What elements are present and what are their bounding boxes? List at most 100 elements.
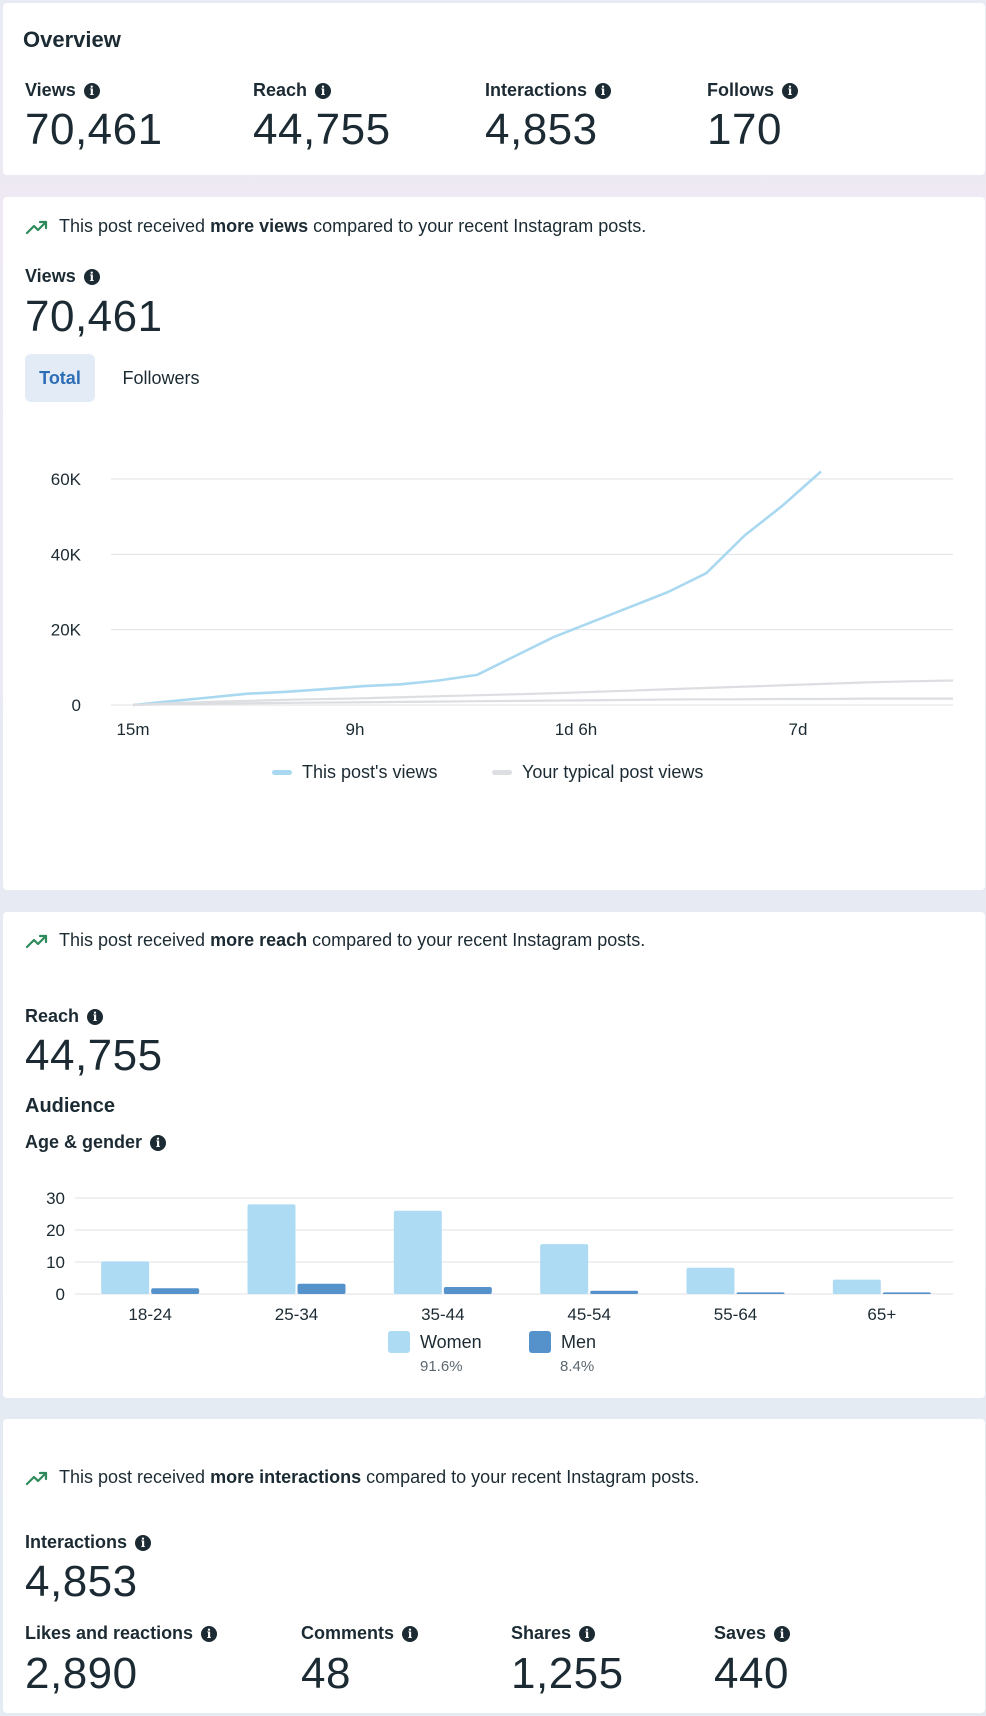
- reach-label-text: Reach: [253, 80, 308, 100]
- trend-text: This post received more reach compared t…: [59, 930, 646, 950]
- legend-swatch: [529, 1331, 551, 1353]
- bar-women: [832, 1279, 881, 1294]
- legend-typical: Your typical post views: [492, 762, 703, 783]
- comments-value: 48: [301, 1649, 351, 1698]
- overview-title: Overview: [23, 27, 121, 52]
- x-tick-label: 18-24: [128, 1305, 171, 1320]
- views-value: 70,461: [25, 292, 163, 341]
- interactions-label-text: Interactions: [485, 80, 588, 100]
- info-icon[interactable]: i: [782, 82, 798, 99]
- y-tick-label: 10: [46, 1253, 65, 1272]
- y-tick-label: 20: [46, 1221, 65, 1240]
- views-label-text: Views: [25, 266, 76, 286]
- overview-follows-value: 170: [707, 105, 782, 154]
- bar-women: [686, 1267, 735, 1294]
- info-icon[interactable]: i: [83, 268, 100, 285]
- bar-women: [101, 1261, 150, 1294]
- comments-label-text: Comments: [301, 1623, 395, 1643]
- bar-men: [297, 1283, 346, 1294]
- audience-title: Audience: [25, 1095, 116, 1117]
- bar-women: [247, 1204, 296, 1294]
- y-tick-label: 0: [72, 696, 81, 715]
- x-tick-label: 35-44: [421, 1305, 464, 1320]
- series-line-typical-lower: [132, 697, 953, 707]
- bar-men: [736, 1292, 785, 1294]
- shares-label-text: Shares: [511, 1623, 572, 1643]
- legend-women-pct: 91.6%: [420, 1358, 463, 1375]
- saves-label-text: Saves: [714, 1623, 767, 1643]
- interactions-value: 4,853: [25, 1557, 138, 1606]
- shares-value: 1,255: [511, 1649, 624, 1698]
- views-line-chart: 0 20K 40K 60K 15m 9h 1d 6h 7d: [51, 470, 954, 739]
- info-icon[interactable]: i: [315, 82, 332, 99]
- saves-label: Saves i: [714, 1623, 791, 1644]
- y-tick-label: 20K: [51, 621, 82, 640]
- overview-card: Overview Views i 70,461 Reach i 44,755 I…: [3, 3, 985, 175]
- shares-label: Shares i: [511, 1623, 596, 1644]
- overview-reach-label: Reach i: [253, 80, 332, 101]
- tab-total[interactable]: Total: [25, 354, 95, 402]
- x-tick-label: 25-34: [275, 1305, 318, 1320]
- views-label: Views i: [25, 266, 100, 287]
- y-tick-label: 30: [46, 1189, 65, 1208]
- views-label-text: Views: [25, 80, 76, 100]
- x-tick-label: 65+: [867, 1305, 896, 1320]
- series-line-typical: [132, 679, 954, 707]
- tab-followers[interactable]: Followers: [122, 367, 200, 388]
- bar-women: [540, 1244, 589, 1294]
- views-card: This post received more views compared t…: [3, 197, 985, 890]
- age-gender-bar-chart: 0 10 20 30 18-24 25-34 35-44 45-54 55-64 65+: [46, 1189, 953, 1320]
- legend-label: This post's views: [302, 762, 438, 782]
- bar-men: [151, 1288, 200, 1294]
- info-icon[interactable]: i: [87, 1008, 104, 1025]
- legend-label: Women: [420, 1331, 482, 1352]
- x-tick-label: 1d 6h: [555, 720, 598, 739]
- legend-swatch: [272, 770, 292, 775]
- interactions-trend-message: This post received more interactions com…: [25, 1467, 699, 1488]
- trending-up-icon: [25, 220, 48, 234]
- y-tick-label: 40K: [51, 545, 82, 564]
- reach-card: This post received more reach compared t…: [3, 912, 985, 1398]
- info-icon[interactable]: i: [579, 1625, 596, 1642]
- info-icon[interactable]: i: [774, 1625, 791, 1642]
- x-tick-label: 15m: [116, 720, 149, 739]
- trending-up-icon: [25, 1471, 48, 1485]
- info-icon[interactable]: i: [83, 82, 100, 99]
- bar-women: [393, 1210, 442, 1294]
- x-tick-label: 7d: [789, 720, 808, 739]
- legend-men: Men: [529, 1331, 596, 1353]
- x-tick-label: 9h: [346, 720, 365, 739]
- info-icon[interactable]: i: [402, 1625, 419, 1642]
- legend-this-post: This post's views: [272, 762, 437, 783]
- info-icon[interactable]: i: [150, 1134, 167, 1151]
- legend-swatch: [388, 1331, 410, 1353]
- reach-label: Reach i: [25, 1006, 104, 1027]
- legend-men-pct: 8.4%: [560, 1358, 595, 1375]
- reach-trend-message: This post received more reach compared t…: [25, 930, 645, 951]
- bar-men: [443, 1286, 492, 1294]
- likes-value: 2,890: [25, 1649, 138, 1698]
- legend-swatch: [492, 770, 512, 775]
- comments-label: Comments i: [301, 1623, 419, 1644]
- age-gender-text: Age & gender: [25, 1132, 143, 1152]
- bar-men: [882, 1292, 931, 1294]
- interactions-card: This post received more interactions com…: [3, 1419, 985, 1713]
- trending-up-icon: [25, 934, 48, 948]
- info-icon[interactable]: i: [201, 1625, 218, 1642]
- age-gender-label: Age & gender i: [25, 1132, 167, 1153]
- saves-value: 440: [714, 1649, 789, 1698]
- follows-label-text: Follows: [707, 80, 774, 100]
- interactions-label: Interactions i: [25, 1532, 152, 1553]
- y-tick-label: 0: [56, 1285, 65, 1304]
- info-icon[interactable]: i: [595, 82, 612, 99]
- legend-label: Men: [561, 1331, 597, 1352]
- reach-label-text: Reach: [25, 1006, 80, 1026]
- trend-text: This post received more views compared t…: [59, 216, 647, 236]
- legend-women: Women: [388, 1331, 482, 1353]
- bar-men: [590, 1290, 639, 1294]
- info-icon[interactable]: i: [135, 1534, 152, 1551]
- overview-reach-value: 44,755: [253, 105, 391, 154]
- legend-label: Your typical post views: [522, 762, 704, 782]
- x-tick-label: 45-54: [567, 1305, 610, 1320]
- series-line-this-post: [132, 470, 822, 707]
